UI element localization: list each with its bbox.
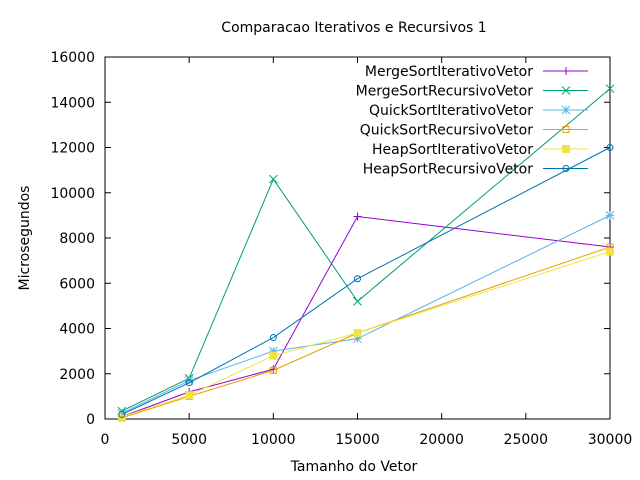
chart-title: Comparacao Iterativos e Recursivos 1 xyxy=(221,20,486,36)
marker-shape xyxy=(562,145,570,153)
marker-shape xyxy=(353,329,362,338)
series-line xyxy=(121,214,611,414)
data-point xyxy=(353,212,362,221)
data-point xyxy=(354,275,361,283)
marker-shape xyxy=(354,275,361,283)
series-line xyxy=(121,246,611,419)
marker-shape xyxy=(606,247,614,256)
data-point xyxy=(605,211,615,220)
series-line xyxy=(121,147,611,415)
legend-item: MergeSortRecursivoVetor xyxy=(356,84,588,100)
legend: MergeSortIterativoVetor MergeSortRecursiv… xyxy=(356,64,588,178)
y-axis-label: Microsegundos xyxy=(17,186,33,291)
series-HeapSortIterativoVetor xyxy=(117,247,614,421)
legend-label: QuickSortRecursivoVetor xyxy=(360,123,534,139)
y-tick-label: 10000 xyxy=(50,186,95,202)
x-tick-label: 5000 xyxy=(171,432,207,448)
legend-label: HeapSortIterativoVetor xyxy=(372,142,533,158)
marker-stroke xyxy=(268,174,278,184)
y-tick-label: 12000 xyxy=(50,141,95,157)
legend-item: MergeSortIterativoVetor xyxy=(365,64,588,80)
marker-shape xyxy=(117,412,126,421)
data-point xyxy=(562,145,570,153)
marker-shape xyxy=(269,334,277,342)
marker-stroke xyxy=(605,84,615,94)
y-tick-label: 8000 xyxy=(59,231,95,247)
legend-label: MergeSortRecursivoVetor xyxy=(356,84,534,100)
marker-shape xyxy=(562,165,570,172)
data-point xyxy=(269,334,277,342)
legend-item: QuickSortRecursivoVetor xyxy=(360,123,588,139)
x-axis-label: Tamanho do Vetor xyxy=(290,459,418,475)
data-point xyxy=(606,247,614,256)
data-point xyxy=(185,379,193,387)
marker-shape xyxy=(185,379,193,387)
data-point xyxy=(353,329,362,338)
y-tick-label: 14000 xyxy=(50,95,95,111)
legend-item: HeapSortIterativoVetor xyxy=(372,142,588,158)
marker-shape xyxy=(269,366,277,374)
data-point xyxy=(562,126,570,133)
series-QuickSortIterativoVetor xyxy=(117,211,615,418)
legend-label: MergeSortIterativoVetor xyxy=(365,64,533,80)
legend-label: HeapSortRecursivoVetor xyxy=(363,162,534,178)
data-point xyxy=(562,165,570,172)
y-tick-label: 0 xyxy=(86,412,95,428)
data-point xyxy=(605,84,615,94)
x-tick-label: 10000 xyxy=(251,432,296,448)
data-point xyxy=(269,351,278,360)
data-point xyxy=(353,296,362,306)
data-point xyxy=(185,391,194,400)
marker-shape xyxy=(606,144,614,151)
x-tick-label: 25000 xyxy=(504,432,549,448)
marker-stroke xyxy=(353,296,362,306)
y-tick-label: 16000 xyxy=(50,50,95,66)
series-MergeSortIterativoVetor xyxy=(117,212,614,421)
y-tick-label: 6000 xyxy=(59,276,95,292)
marker-shape xyxy=(185,391,194,400)
data-point xyxy=(606,144,614,151)
series-line xyxy=(121,215,611,418)
legend-item: QuickSortIterativoVetor xyxy=(369,103,588,119)
y-tick-label: 4000 xyxy=(59,322,95,338)
marker-shape xyxy=(562,126,570,133)
data-point xyxy=(561,105,571,115)
data-point xyxy=(269,366,277,374)
legend-item: HeapSortRecursivoVetor xyxy=(363,162,588,178)
series-HeapSortRecursivoVetor xyxy=(118,144,614,418)
y-tick-label: 2000 xyxy=(59,367,95,383)
marker-stroke xyxy=(561,105,571,115)
data-point xyxy=(562,67,570,75)
marker-shape xyxy=(269,351,278,360)
marker-stroke xyxy=(605,211,615,220)
data-point xyxy=(561,86,571,95)
x-tick-label: 15000 xyxy=(335,432,380,448)
x-tick-label: 0 xyxy=(101,432,110,448)
axis-ticks: 0 5000 10000 15000 20000 25000 30000 0 2000 4000 6… xyxy=(50,50,632,448)
data-point xyxy=(118,410,126,418)
marker-stroke xyxy=(561,86,571,95)
data-point xyxy=(268,174,278,184)
marker-shape xyxy=(118,410,126,418)
series-layer xyxy=(117,84,615,422)
x-tick-label: 30000 xyxy=(588,432,633,448)
x-tick-label: 20000 xyxy=(419,432,464,448)
legend-label: QuickSortIterativoVetor xyxy=(369,103,533,119)
data-point xyxy=(117,412,126,421)
